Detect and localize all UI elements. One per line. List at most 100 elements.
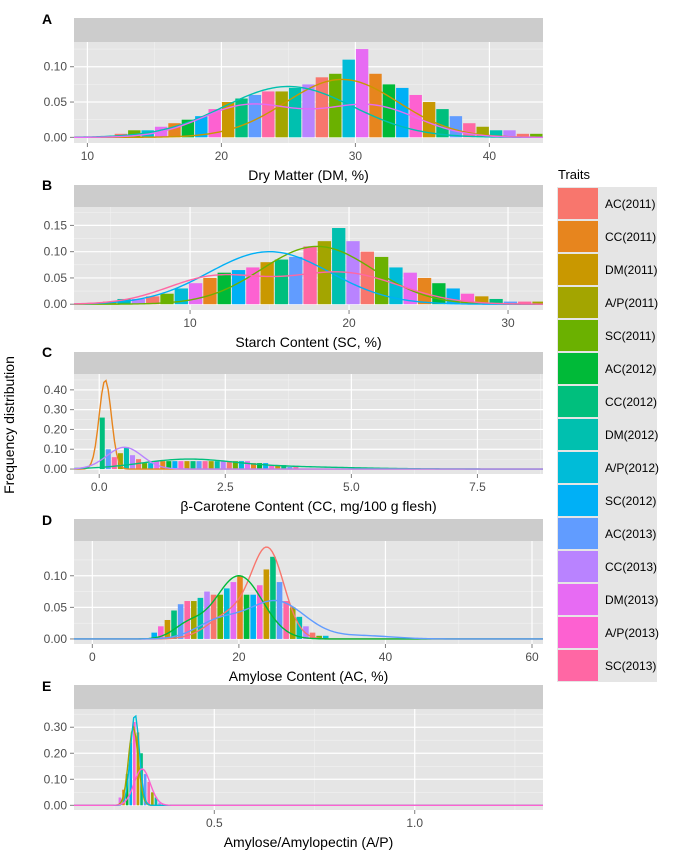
histogram-bar — [463, 123, 476, 138]
histogram-bar — [177, 604, 184, 639]
legend-label: CC(2013) — [605, 560, 657, 574]
x-tick-label: 7.5 — [469, 480, 486, 494]
histogram-bar — [204, 591, 210, 639]
panel-d: D 0 20 40 60 0.00 0.05 0.10 Amylose Content (AC,… — [42, 512, 543, 684]
histogram-bar — [136, 732, 140, 806]
histogram-bar — [263, 463, 269, 470]
x-tick-label: 20 — [215, 149, 229, 163]
facet-strip — [74, 352, 543, 374]
plot-marks — [74, 228, 543, 305]
histogram-bar — [460, 293, 475, 305]
x-axis-label: Amylose/Amylopectin (A/P) — [224, 834, 394, 850]
y-tick-label: 0.30 — [44, 720, 68, 734]
histogram-bar — [223, 588, 230, 639]
histogram-bar — [164, 619, 171, 639]
y-axis-label: Frequency distribution — [1, 356, 17, 494]
histogram-bar — [409, 94, 422, 138]
histogram-bar — [532, 301, 543, 305]
histogram-bar — [322, 635, 329, 639]
legend-swatch — [558, 353, 598, 384]
legend-label: DM(2011) — [605, 263, 657, 277]
density-curve — [74, 250, 543, 305]
y-tick-label: 0.00 — [44, 130, 68, 144]
x-tick-label: 10 — [81, 149, 95, 163]
histogram-bar — [158, 802, 161, 806]
histogram-bar — [283, 601, 289, 639]
histogram-bar — [148, 463, 154, 470]
x-axis-label: Starch Content (SC, %) — [235, 334, 381, 350]
histogram-bar — [309, 632, 316, 639]
histogram-bar — [432, 283, 446, 305]
histogram-bar — [516, 133, 530, 138]
facet-strip — [74, 185, 543, 207]
histogram-bar — [208, 461, 214, 470]
histogram-bar — [188, 283, 203, 305]
histogram-bar — [257, 463, 263, 470]
legend-swatch — [558, 650, 598, 681]
legend-swatch — [558, 188, 598, 219]
y-tick-label: 0.10 — [44, 60, 68, 74]
histogram-bar — [244, 461, 251, 470]
y-tick-label: 0.20 — [44, 422, 68, 436]
panel-a: A 10 20 30 40 0.00 0.05 0.10 Dry Matter (DM, %) — [42, 11, 543, 183]
histogram-bar — [263, 569, 270, 639]
legend-label: AC(2011) — [605, 197, 655, 211]
histogram-bar — [217, 272, 231, 305]
legend-label: A/P(2012) — [605, 461, 659, 475]
histogram-bar — [133, 722, 136, 806]
histogram-bar — [243, 594, 250, 639]
histogram-bar — [235, 98, 248, 138]
panel-e: E 0.5 1.0 0.00 0.10 0.20 0.30 Amylose/Amylopect… — [42, 678, 543, 850]
panel-letter: B — [42, 177, 52, 193]
legend-label: AC(2012) — [605, 362, 656, 376]
legend-swatch — [558, 584, 598, 615]
panel-letter: D — [42, 512, 52, 528]
histogram-bar — [202, 461, 208, 470]
histogram-bar — [436, 109, 449, 138]
histogram-bar — [166, 461, 172, 470]
histogram-bar — [171, 610, 177, 639]
legend-label: SC(2013) — [605, 659, 656, 673]
y-tick-label: 0.05 — [44, 95, 68, 109]
y-tick-label: 0.30 — [44, 403, 68, 417]
histogram-bar — [389, 267, 403, 305]
histogram-bar — [226, 461, 232, 470]
histogram-bar — [503, 130, 516, 138]
histogram-bar — [220, 461, 226, 470]
x-tick-label: 40 — [379, 650, 393, 664]
legend-label: A/P(2011) — [605, 296, 658, 310]
histogram-bar — [296, 616, 303, 639]
histogram-bar — [355, 49, 369, 138]
histogram-bar — [147, 781, 151, 806]
legend-swatch — [558, 287, 598, 318]
legend-label: DM(2013) — [605, 593, 658, 607]
histogram-bar — [288, 87, 302, 138]
x-tick-label: 60 — [525, 650, 539, 664]
histogram-bar — [195, 116, 208, 138]
histogram-bar — [489, 298, 503, 305]
histogram-bar — [503, 301, 518, 305]
x-axis-label: β-Carotene Content (CC, mg/100 g flesh) — [180, 498, 436, 514]
histogram-bar — [151, 632, 158, 639]
y-tick-label: 0.20 — [44, 746, 68, 760]
histogram-bar — [111, 457, 117, 470]
histogram-bar — [190, 461, 196, 470]
histogram-bar — [489, 130, 503, 138]
x-tick-label: 30 — [501, 316, 515, 330]
histogram-bar — [248, 94, 262, 138]
histogram-bar — [197, 597, 204, 639]
histogram-bar — [281, 465, 287, 470]
histogram-bar — [289, 607, 296, 639]
histogram-bar — [270, 556, 276, 639]
y-tick-label: 0.05 — [44, 271, 68, 285]
legend-swatch — [558, 617, 598, 648]
panel-letter: E — [42, 678, 51, 694]
legend-swatch — [558, 386, 598, 417]
legend-title: Traits — [558, 167, 591, 182]
histogram-bar — [269, 465, 275, 470]
legend-swatch — [558, 518, 598, 549]
legend-swatch — [558, 221, 598, 252]
x-tick-label: 30 — [349, 149, 363, 163]
x-tick-label: 0 — [89, 650, 96, 664]
histogram-bar — [158, 626, 164, 639]
